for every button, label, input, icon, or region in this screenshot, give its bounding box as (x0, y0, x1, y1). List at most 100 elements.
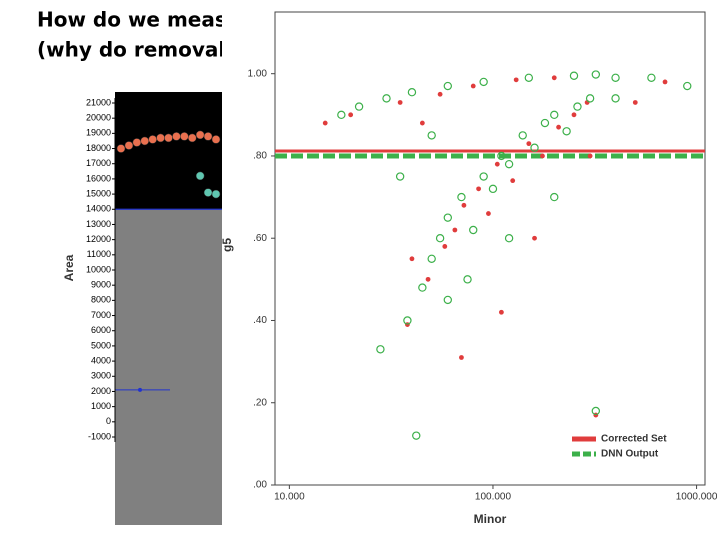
data-point (322, 120, 328, 126)
y-tick-label: 12000 (86, 234, 111, 244)
data-point (551, 75, 557, 81)
y-tick-label: 6000 (91, 325, 111, 335)
legend-label: DNN Output (601, 449, 659, 460)
data-point (591, 70, 601, 79)
data-point (497, 151, 506, 161)
data-point (632, 100, 638, 105)
y-tick-label: .00 (253, 480, 267, 491)
data-point (562, 127, 571, 136)
data-point (418, 283, 427, 292)
y-tick-label: 1.00 (248, 68, 268, 79)
y-tick-label: 15000 (86, 188, 111, 198)
data-point (510, 178, 516, 184)
y-axis-label: Area (62, 254, 76, 281)
data-point (611, 73, 620, 83)
data-point (348, 112, 354, 118)
y-tick-label: -1000 (88, 431, 111, 441)
data-point (203, 188, 213, 197)
data-point (540, 118, 550, 128)
data-point (488, 184, 498, 194)
y-tick-label: .20 (253, 397, 267, 408)
data-point (611, 94, 620, 103)
data-point (203, 132, 213, 141)
y-tick-label: 3000 (91, 371, 111, 381)
data-point (486, 211, 491, 216)
y-tick-label: 4000 (91, 355, 111, 365)
data-point (513, 77, 519, 83)
data-point (457, 192, 466, 202)
data-point (550, 110, 559, 120)
data-point (647, 73, 656, 83)
y-tick-label: .80 (253, 151, 267, 162)
plot-frame (274, 11, 706, 486)
data-point (443, 81, 453, 91)
slide-title-line: How do we meas (37, 8, 227, 32)
data-point (376, 345, 385, 354)
data-point (195, 171, 205, 181)
data-point (479, 172, 488, 181)
data-point (337, 110, 346, 120)
data-point (461, 202, 467, 208)
y-tick-label: 16000 (86, 173, 111, 183)
y-tick-label: 2000 (91, 386, 111, 396)
data-point (569, 71, 579, 80)
data-point (156, 133, 165, 143)
data-point (435, 234, 445, 243)
data-point (427, 131, 436, 140)
data-point (504, 234, 514, 243)
data-point (504, 159, 514, 169)
data-point (172, 132, 181, 141)
data-point (532, 235, 537, 241)
data-point (683, 81, 692, 91)
area-region (115, 209, 222, 526)
data-point (494, 161, 500, 167)
data-point (425, 276, 431, 282)
x-tick-label: 100.000 (475, 492, 512, 503)
slide-title-line: (why do removal (37, 38, 225, 62)
data-point (573, 102, 582, 111)
data-point (180, 132, 189, 141)
data-point (587, 153, 593, 159)
data-point (382, 94, 391, 103)
y-tick-label: 14000 (86, 204, 111, 214)
y-tick-label: 11000 (87, 249, 111, 259)
y-tick-label: 18000 (86, 143, 111, 153)
data-point (518, 131, 527, 140)
data-point (211, 189, 221, 199)
legend-label: Corrected Set (601, 434, 667, 445)
data-point (550, 192, 559, 202)
y-tick-label: 9000 (91, 280, 111, 290)
y-tick-label: .60 (253, 233, 267, 244)
data-point (124, 141, 134, 150)
data-point (409, 256, 415, 262)
y-tick-label: 10000 (86, 264, 111, 274)
data-point (571, 112, 577, 118)
data-point (148, 135, 157, 144)
data-point (132, 138, 142, 147)
data-point (211, 135, 221, 144)
data-point (397, 100, 403, 105)
data-point (476, 186, 482, 192)
data-point (470, 83, 476, 89)
data-point (498, 309, 504, 315)
data-point (459, 355, 464, 360)
y-tick-label: 20000 (86, 113, 111, 123)
data-point (526, 141, 532, 147)
data-point (395, 172, 405, 181)
data-point (556, 124, 561, 130)
data-point (540, 153, 545, 159)
reference-dot (138, 387, 142, 392)
y-tick-label: 5000 (91, 340, 111, 350)
data-point (662, 79, 668, 85)
data-point (140, 136, 149, 146)
y-tick-label: 21000 (86, 97, 111, 107)
data-point (469, 225, 478, 235)
y-tick-label: 1000 (91, 401, 111, 411)
data-point (585, 94, 595, 103)
x-tick-label: 10.000 (274, 492, 305, 503)
data-point (427, 254, 436, 263)
data-point (524, 73, 534, 83)
y-axis-label: g5 (220, 238, 234, 252)
